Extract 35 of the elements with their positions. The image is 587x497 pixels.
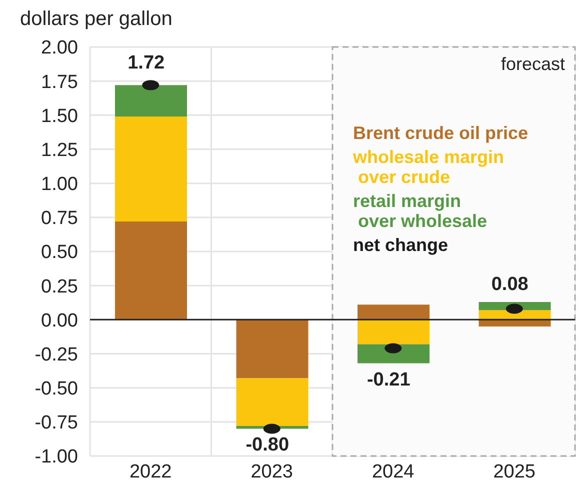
bar	[358, 344, 430, 364]
y-tick-label: 1.25	[41, 140, 78, 161]
text: Brent crude oil price	[353, 123, 528, 143]
y-tick-label: 1.75	[41, 72, 78, 93]
bar	[115, 85, 187, 117]
bar	[358, 320, 430, 344]
data-label: -0.80	[246, 434, 290, 456]
y-tick-label: 0.25	[41, 276, 78, 298]
y-tick-label: -0.25	[34, 344, 78, 366]
text: retail margin over wholesale	[353, 191, 488, 231]
y-axis-title: dollars per gallon	[20, 8, 172, 31]
bar	[236, 378, 308, 426]
y-tick-label: -0.75	[34, 412, 78, 434]
text: net change	[353, 235, 450, 255]
bar	[115, 116, 187, 222]
bar	[358, 304, 430, 320]
x-tick-label: 2024	[372, 461, 415, 482]
x-tick-label: 2023	[250, 461, 294, 482]
x-tick-label: 2022	[129, 461, 172, 482]
bar	[115, 222, 187, 320]
x-tick-label: 2025	[493, 461, 536, 482]
data-label: -0.21	[366, 369, 411, 390]
band-label: forecast	[500, 54, 565, 74]
y-tick-label: 2.00	[41, 38, 78, 59]
y-tick-label: 0.00	[41, 310, 78, 332]
bar	[236, 320, 308, 378]
data-label: 1.72	[128, 52, 165, 74]
y-tick-label: 0.75	[41, 208, 78, 230]
data-label: 0.08	[491, 274, 528, 295]
y-tick-label: -1.00	[34, 446, 78, 468]
y-tick-label: 0.50	[41, 242, 78, 264]
y-tick-label: 1.00	[41, 174, 78, 196]
text: wholesale margin over crude	[353, 147, 506, 187]
y-tick-label: 1.50	[41, 106, 78, 127]
y-tick-label: -0.50	[34, 378, 78, 400]
